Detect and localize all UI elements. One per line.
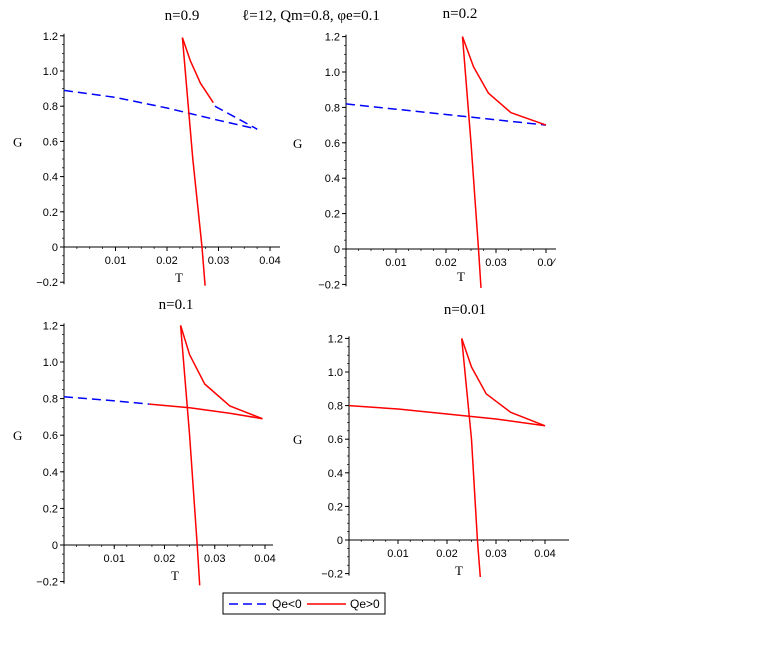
legend-label-qe-pos: Qe>0 bbox=[350, 597, 380, 611]
legend-label-qe-neg: Qe<0 bbox=[272, 597, 302, 611]
series-line-1 bbox=[63, 89, 258, 130]
y-tick-label: 1.0 bbox=[43, 66, 58, 78]
y-tick-label: 1.2 bbox=[43, 320, 58, 332]
series-line-2 bbox=[149, 403, 263, 420]
x-axis-label: T bbox=[175, 270, 183, 285]
series-line-1 bbox=[348, 404, 546, 427]
y-tick-label: −0.2 bbox=[318, 279, 340, 291]
y-tick-label: 0.2 bbox=[43, 207, 58, 219]
y-tick-label: 1.2 bbox=[325, 32, 340, 44]
y-axis-label: G bbox=[293, 136, 302, 151]
chart-panel-2: −0.2 0 0.2 0.4 0.6 0.8 1.0 1.2 0.01 0.02 0.03 0.0⁄ n… bbox=[293, 6, 557, 291]
x-tick-label: 0.0⁄ bbox=[537, 257, 556, 269]
x-axis-label: T bbox=[171, 568, 179, 583]
y-tick-label: 0.8 bbox=[43, 394, 58, 406]
y-tick-label: 1.2 bbox=[328, 333, 343, 345]
chart-title: n=0.1 bbox=[159, 297, 194, 313]
x-tick-label: 0.01 bbox=[385, 257, 406, 269]
x-tick-label: 0.03 bbox=[485, 548, 506, 560]
x-tick-label: 0.02 bbox=[156, 255, 177, 267]
y-tick-label: 0.8 bbox=[43, 101, 58, 113]
x-tick-label: 0.02 bbox=[435, 257, 456, 269]
series-line-3 bbox=[461, 36, 482, 288]
series-line-2 bbox=[461, 36, 547, 126]
y-axis-label: G bbox=[13, 134, 22, 149]
series-line-2 bbox=[214, 105, 258, 130]
y-axis-label: G bbox=[293, 432, 302, 447]
y-tick-label: 1.2 bbox=[43, 31, 58, 43]
y-tick-label: 0.6 bbox=[328, 434, 343, 446]
x-tick-label: 0.01 bbox=[104, 553, 125, 565]
y-tick-label: 0 bbox=[334, 244, 340, 256]
chart-panel-1: −0.2 0 0.2 0.4 0.6 0.8 1.0 1.2 0.01 0.02 0.03 0.04 n… bbox=[13, 8, 281, 289]
figure-title: ℓ=12, Qm=0.8, φe=0.1 bbox=[242, 8, 380, 24]
y-tick-label: 0 bbox=[337, 535, 343, 547]
y-tick-label: 0.4 bbox=[43, 172, 58, 184]
y-tick-label: 0 bbox=[52, 242, 58, 254]
x-axis-label: T bbox=[455, 563, 463, 578]
series-line-4 bbox=[181, 37, 206, 286]
series-line-1 bbox=[63, 396, 150, 405]
y-tick-label: 1.0 bbox=[328, 367, 343, 379]
y-tick-label: 1.0 bbox=[325, 67, 340, 79]
series-line-3 bbox=[181, 37, 214, 104]
chart-title: n=0.01 bbox=[444, 302, 486, 318]
x-axis-label: T bbox=[457, 269, 465, 284]
x-tick-label: 0.02 bbox=[436, 548, 457, 560]
x-tick-label: 0.03 bbox=[485, 257, 506, 269]
y-tick-label: 0.8 bbox=[328, 401, 343, 413]
x-tick-label: 0.02 bbox=[154, 553, 175, 565]
y-tick-label: 0.2 bbox=[325, 209, 340, 221]
y-tick-label: 0.8 bbox=[325, 102, 340, 114]
x-tick-label: 0.03 bbox=[208, 255, 229, 267]
series-line-1 bbox=[345, 103, 547, 126]
legend: Qe<0 Qe>0 bbox=[222, 592, 386, 615]
y-axis-label: G bbox=[13, 428, 22, 443]
chart-panel-4: −0.2 0 0.2 0.4 0.6 0.8 1.0 1.2 0.01 0.02 0.03 0.04 n… bbox=[293, 302, 569, 581]
y-tick-label: −0.2 bbox=[321, 569, 343, 581]
series-line-2 bbox=[460, 338, 546, 427]
series-line-3 bbox=[460, 338, 482, 578]
y-tick-label: 0.6 bbox=[43, 136, 58, 148]
x-tick-label: 0.04 bbox=[259, 255, 280, 267]
x-tick-label: 0.01 bbox=[387, 548, 408, 560]
y-tick-label: 1.0 bbox=[43, 357, 58, 369]
x-tick-label: 0.03 bbox=[204, 553, 225, 565]
y-tick-label: 0.4 bbox=[43, 467, 58, 479]
y-tick-label: 0.2 bbox=[43, 503, 58, 515]
series-line-4 bbox=[179, 325, 201, 586]
y-tick-label: 0.4 bbox=[328, 468, 343, 480]
y-tick-label: 0.4 bbox=[325, 173, 340, 185]
chart-title: n=0.9 bbox=[165, 8, 200, 24]
y-tick-label: 0.2 bbox=[328, 501, 343, 513]
x-tick-label: 0.04 bbox=[254, 553, 275, 565]
y-tick-label: −0.2 bbox=[36, 577, 58, 589]
y-tick-label: 0.6 bbox=[43, 430, 58, 442]
y-tick-label: 0 bbox=[52, 540, 58, 552]
legend-box bbox=[222, 592, 386, 615]
x-tick-label: 0.04 bbox=[534, 548, 555, 560]
series-line-3 bbox=[179, 325, 263, 420]
y-tick-label: −0.2 bbox=[36, 277, 58, 289]
chart-panel-3: −0.2 0 0.2 0.4 0.6 0.8 1.0 1.2 0.01 0.02 0.03 0.04 n… bbox=[13, 297, 276, 589]
y-tick-label: 0.6 bbox=[325, 138, 340, 150]
chart-title: n=0.2 bbox=[443, 6, 478, 22]
x-tick-label: 0.01 bbox=[105, 255, 126, 267]
